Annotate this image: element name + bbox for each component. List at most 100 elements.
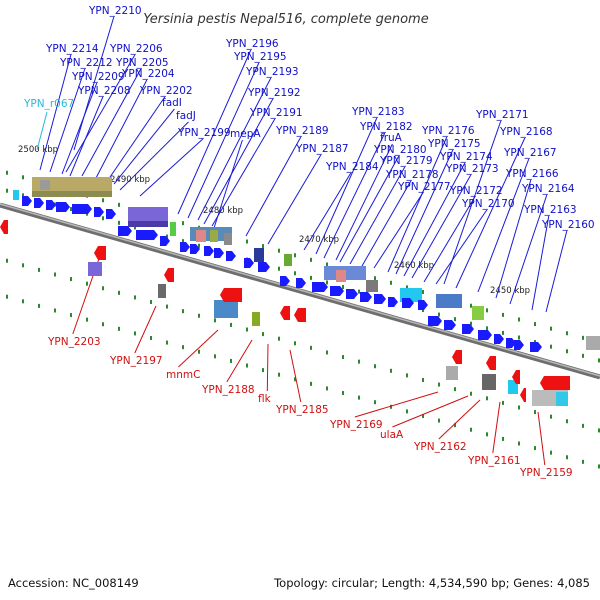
- gene-box: [128, 221, 168, 227]
- guide-tick: [134, 225, 136, 230]
- guide-tick: [102, 322, 104, 327]
- gene-label: YPN_2199: [177, 127, 231, 139]
- gene-label: YPN_2203: [47, 336, 101, 348]
- forward-strand-features: [13, 177, 600, 352]
- gene-box: [224, 233, 232, 245]
- guide-tick: [486, 308, 488, 313]
- guide-tick: [598, 358, 600, 363]
- guide-tick: [246, 239, 248, 244]
- gene-arrow-forward: [494, 334, 504, 344]
- gene-arrow-forward: [444, 320, 456, 330]
- leader-line: [531, 215, 550, 311]
- gene-arrow-forward: [56, 202, 70, 212]
- gene-box: [586, 336, 600, 350]
- guide-tick: [566, 349, 568, 354]
- guide-tick: [470, 303, 472, 308]
- guide-tick: [438, 382, 440, 387]
- guide-tick: [470, 427, 472, 432]
- guide-tick: [550, 414, 552, 419]
- guide-tick: [118, 326, 120, 331]
- gene-arrow-forward: [418, 300, 428, 310]
- leader-line: [119, 121, 189, 191]
- gene-box: [472, 306, 484, 320]
- gene-label: YPN_2170: [461, 198, 515, 210]
- leader-line: [267, 154, 322, 245]
- guide-tick: [502, 436, 504, 441]
- leader-line: [392, 395, 469, 428]
- gene-arrow-reverse: [512, 370, 520, 384]
- gene-arrow-reverse: [520, 388, 526, 402]
- leader-line: [203, 98, 274, 225]
- guide-tick: [598, 464, 600, 469]
- gene-label: YPN_2177: [397, 181, 451, 193]
- guide-tick: [310, 381, 312, 386]
- gene-label: YPN_2204: [121, 68, 175, 80]
- gene-label: YPN_2161: [467, 455, 521, 467]
- reverse-leader-lines: [72, 249, 546, 466]
- gene-label: YPN_2174: [439, 151, 493, 163]
- leader-line: [177, 49, 252, 215]
- gene-label: YPN_2168: [499, 126, 553, 138]
- guide-tick: [502, 330, 504, 335]
- leader-line: [39, 54, 72, 171]
- guide-tick: [22, 175, 24, 180]
- genome-title: Yersinia pestis Nepal516, complete genom…: [143, 12, 428, 27]
- gene-box: [170, 222, 176, 236]
- leader-line: [354, 391, 439, 418]
- guide-tick: [150, 336, 152, 340]
- guide-tick: [102, 286, 104, 291]
- scale-tick-label: 2460 kbp: [394, 261, 434, 271]
- guide-tick: [342, 391, 344, 396]
- leader-line: [289, 349, 302, 403]
- leader-line: [477, 158, 530, 293]
- guide-tick: [262, 368, 264, 373]
- gene-arrow-forward: [312, 282, 328, 292]
- scale-tick-label: 2470 kbp: [299, 235, 339, 245]
- guide-tick: [6, 294, 8, 299]
- guide-tick: [214, 354, 216, 359]
- gene-label: YPN_2184: [325, 161, 379, 173]
- guide-tick: [6, 188, 8, 193]
- guide-tick: [38, 303, 40, 308]
- guide-tick: [550, 450, 552, 455]
- gene-label: ulaA: [380, 429, 404, 441]
- guide-tick: [230, 322, 232, 327]
- guide-tick: [278, 248, 280, 253]
- gene-box: [88, 262, 102, 276]
- gene-label: YPN_2205: [115, 57, 169, 69]
- gene-label: YPN_2196: [225, 38, 279, 50]
- leader-line: [187, 62, 260, 219]
- guide-tick: [582, 335, 584, 340]
- guide-tick: [566, 331, 568, 336]
- guide-tick: [534, 446, 536, 451]
- guide-tick: [54, 272, 56, 277]
- guide-tick: [518, 441, 520, 446]
- guide-tick: [358, 395, 360, 400]
- gene-label: YPN_2206: [109, 43, 163, 55]
- gene-label: mepA: [230, 128, 261, 140]
- guide-tick: [38, 267, 40, 272]
- gene-label: YPN_2178: [385, 169, 439, 181]
- gene-arrow-forward: [280, 276, 290, 286]
- gene-label: mnmC: [166, 369, 200, 381]
- guide-tick: [22, 263, 24, 268]
- gene-label: YPN_2180: [373, 144, 427, 156]
- gene-label: YPN_2197: [109, 355, 163, 367]
- gene-arrow-forward: [388, 297, 398, 307]
- gene-arrow-reverse: [294, 308, 306, 322]
- leader-line: [495, 179, 532, 299]
- gene-arrow-forward: [46, 200, 56, 210]
- gene-arrow-forward: [296, 278, 306, 288]
- guide-tick: [582, 423, 584, 428]
- guide-tick: [70, 277, 72, 282]
- accession-text: Accession: NC_008149: [8, 576, 139, 590]
- gene-box: [482, 374, 496, 390]
- gene-label: YPN_2163: [523, 204, 577, 216]
- guide-tick: [294, 271, 296, 276]
- leader-line: [509, 194, 548, 305]
- guide-tick: [118, 290, 120, 295]
- guide-tick: [374, 276, 376, 281]
- forward-leader-lines: [39, 16, 568, 313]
- leader-line: [315, 117, 378, 255]
